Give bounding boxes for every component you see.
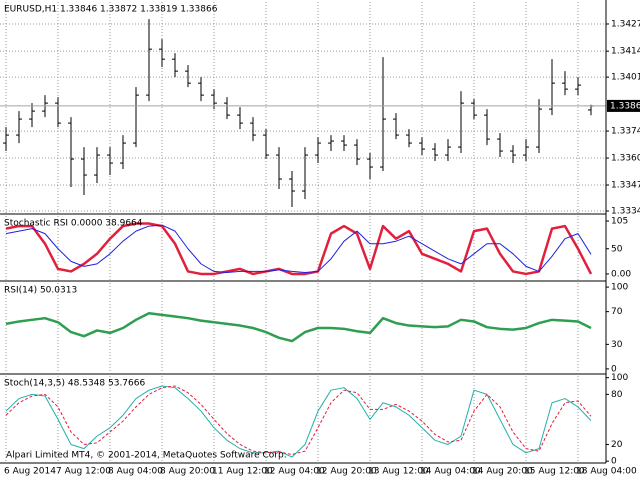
y-tick-label: 0 <box>611 457 617 467</box>
y-tick-label: 100 <box>611 283 628 293</box>
x-tick-label: 8 Aug 20:00 <box>160 467 215 477</box>
x-tick-label: 7 Aug 12:00 <box>56 467 111 477</box>
x-tick-label: 15 Aug 12:00 <box>524 467 585 477</box>
y-tick-label: 80 <box>611 390 623 400</box>
indicator-line <box>5 224 592 273</box>
y-tick-label: 1.34140 <box>611 47 640 57</box>
pane-title: Stochastic RSI 0.0000 38.9664 <box>4 219 143 229</box>
x-tick-label: 6 Aug 2014 <box>4 467 56 477</box>
indicator-line <box>5 385 592 458</box>
x-tick-label: 11 Aug 12:00 <box>212 467 273 477</box>
y-tick-label: 0.00 <box>611 269 631 279</box>
pane-title: EURUSD,H1 1.33846 1.33872 1.33819 1.3386… <box>4 5 218 15</box>
footer: Alpari Limited MT4, © 2001-2014, MetaQuo… <box>6 451 287 461</box>
y-tick-label: 50 <box>611 244 623 254</box>
indicator-line <box>5 312 592 343</box>
y-tick-label: 1.33605 <box>611 154 640 164</box>
x-tick-label: 14 Aug 04:00 <box>420 467 481 477</box>
y-tick-label: 1.33740 <box>611 127 640 137</box>
x-tick-label: 13 Aug 12:00 <box>368 467 429 477</box>
y-tick-label: 0 <box>611 364 617 374</box>
x-tick-label: 12 Aug 20:00 <box>316 467 377 477</box>
y-tick-label: 105 <box>611 217 628 227</box>
x-tick-label: 18 Aug 04:00 <box>576 467 637 477</box>
y-tick-label: 1.33340 <box>611 207 640 217</box>
y-tick-label: 100 <box>611 373 628 383</box>
current-price-label: 1.33866 <box>610 101 640 111</box>
y-tick-label: 20 <box>611 440 623 450</box>
current-price-box <box>607 99 640 112</box>
y-tick-label: 30 <box>611 340 623 350</box>
y-tick-label: 70 <box>611 307 623 317</box>
x-tick-label: 12 Aug 04:00 <box>264 467 325 477</box>
y-tick-label: 1.33470 <box>611 181 640 191</box>
pane-title: Stoch(14,3,5) 48.5348 53.7666 <box>4 379 145 389</box>
y-tick-label: 1.34276 <box>611 19 640 29</box>
x-tick-label: 8 Aug 04:00 <box>108 467 163 477</box>
x-tick-label: 14 Aug 20:00 <box>472 467 533 477</box>
indicator-line <box>5 222 593 276</box>
pane-title: RSI(14) 50.0313 <box>4 286 77 296</box>
indicator-line <box>5 385 592 455</box>
y-tick-label: 1.34010 <box>611 73 640 83</box>
